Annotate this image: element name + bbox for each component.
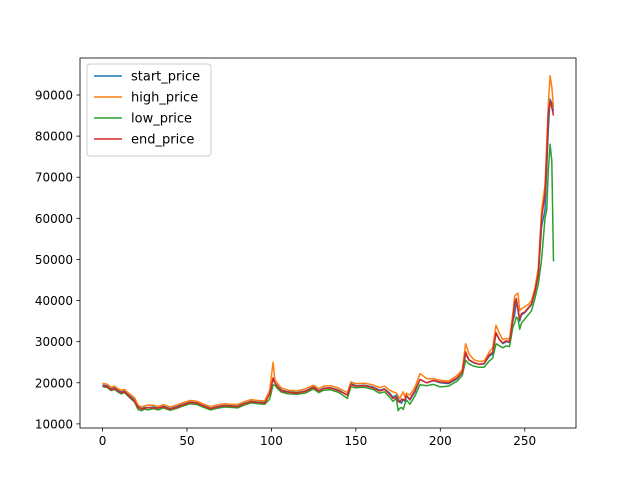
legend-box (86, 63, 212, 157)
y-tick-label: 40000 (35, 294, 73, 308)
series-line-end_price (102, 100, 555, 410)
x-tick-label: 150 (344, 434, 367, 448)
y-tick-label: 90000 (35, 89, 73, 103)
y-tick-label: 70000 (35, 171, 73, 185)
legend-label-end_price: end_price (131, 133, 194, 148)
x-tick-label: 200 (429, 434, 452, 448)
legend-label-high_price: high_price (131, 91, 198, 106)
x-axis: 0 50 100 150 200 250 (99, 428, 536, 448)
y-tick-label: 50000 (35, 253, 73, 267)
plot-frame (79, 57, 577, 429)
y-tick-label: 20000 (35, 376, 73, 390)
x-tick-label: 250 (513, 434, 536, 448)
legend-label-start_price: start_price (131, 70, 200, 85)
y-tick-label: 60000 (35, 212, 73, 226)
legend: start_price high_price low_price end_price (86, 63, 212, 157)
series-lines (102, 74, 555, 412)
x-tick-label: 100 (260, 434, 283, 448)
series-line-low_price (102, 143, 555, 412)
y-tick-label: 80000 (35, 130, 73, 144)
y-axis: 10000 20000 30000 40000 50000 60000 70000 80000… (35, 89, 80, 431)
x-tick-label: 0 (99, 434, 107, 448)
y-tick-label: 30000 (35, 335, 73, 349)
legend-label-low_price: low_price (131, 112, 192, 127)
x-tick-label: 50 (179, 434, 194, 448)
y-tick-label: 10000 (35, 417, 73, 431)
